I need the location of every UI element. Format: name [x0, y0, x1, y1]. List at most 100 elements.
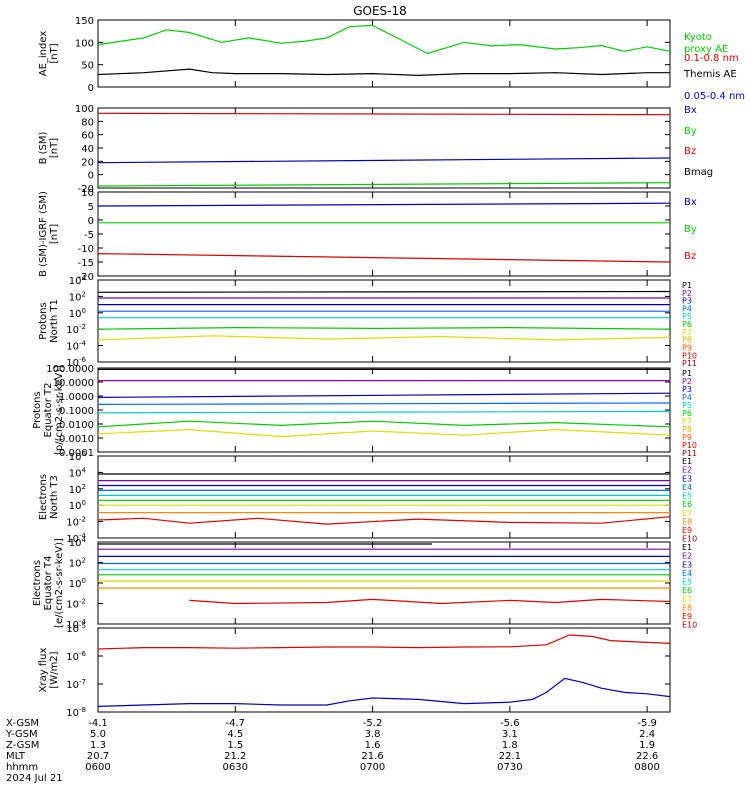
legend-label: E6	[682, 586, 692, 595]
y-tick-label: -10	[78, 244, 94, 255]
legend-label: E5	[682, 578, 692, 587]
panel-frame	[97, 279, 671, 363]
ephemeris-label: X-GSM	[6, 718, 39, 729]
panel-bigrf: -20 -15 -10 -5 0 5 10 B (SM)-IGRF (SM) [nT] Bx By B…	[38, 188, 697, 283]
y-tick-label: 10-4	[66, 340, 86, 353]
y-tick-label: 104	[69, 466, 87, 479]
plot-title: GOES-18	[353, 4, 407, 18]
ephemeris-value: -4.1	[88, 718, 108, 729]
legend-label: E2	[682, 466, 692, 475]
y-tick-label: 0	[88, 216, 94, 227]
series-line-0.1-0.8-nm	[97, 634, 671, 650]
y-tick-label: -20	[78, 272, 94, 283]
y-tick-label: 10-2	[66, 516, 86, 529]
ephemeris-value: -5.9	[637, 718, 657, 729]
panel-frame	[97, 627, 671, 713]
series-line-Bx	[97, 202, 671, 207]
panel-b: -20 0 20 40 60 80 100 B (SM) [nT] Bx By Bz Bmag	[38, 104, 713, 195]
series-line-P6	[97, 420, 671, 428]
y-axis-label: [nT]	[49, 224, 60, 244]
ephemeris-value: 20.7	[87, 751, 109, 762]
y-axis-label: Equator T4	[43, 556, 54, 611]
y-axis-label: [nT]	[49, 138, 60, 158]
legend-label: E5	[682, 492, 692, 501]
legend-label: E6	[682, 500, 692, 509]
legend-label: E3	[682, 560, 692, 569]
legend-label: P10	[682, 351, 697, 360]
legend-label: P7	[682, 328, 692, 337]
legend-label: E10	[682, 535, 697, 544]
legend-label: Bx	[684, 105, 697, 116]
ephemeris-value: 0800	[634, 762, 659, 773]
series-line-Themis-AE	[97, 68, 670, 77]
legend-label: E4	[682, 569, 692, 578]
panel-frame	[97, 19, 671, 88]
y-tick-label: -5	[84, 230, 94, 241]
ephemeris-value: 1.3	[90, 740, 106, 751]
legend-label: E3	[682, 474, 692, 483]
y-axis-label: B (SM)	[38, 131, 49, 164]
y-tick-label: 0	[88, 83, 94, 94]
legend-label: By	[684, 126, 697, 137]
legend-label: E9	[682, 526, 692, 535]
legend-label: P4	[682, 304, 692, 313]
legend-label: E1	[682, 457, 692, 466]
ephemeris-value: 1.6	[365, 740, 381, 751]
panel-frame	[97, 455, 671, 539]
y-axis-label: North T1	[49, 299, 60, 343]
y-tick-label: 20	[81, 157, 94, 168]
series-line-P3	[97, 392, 671, 398]
y-tick-label: 10-2	[66, 323, 86, 336]
legend-label: Bz	[684, 251, 696, 262]
y-tick-label: 0	[88, 171, 94, 182]
series-line-P7	[97, 428, 671, 438]
y-tick-label: 100	[69, 577, 86, 590]
ephemeris-value: -4.7	[226, 718, 246, 729]
y-axis-label: Electrons	[32, 560, 43, 606]
y-tick-label: 5	[88, 202, 94, 213]
y-tick-label: -15	[78, 258, 94, 269]
ephemeris-value: 0600	[85, 762, 110, 773]
ephemeris-value: 22.6	[636, 751, 658, 762]
legend-label: E2	[682, 552, 692, 561]
y-tick-label: 0.0100	[59, 420, 94, 431]
y-tick-label: 1.0000	[59, 392, 94, 403]
y-tick-label: 102	[69, 483, 86, 496]
series-line-Bx	[97, 157, 671, 164]
legend-label: P9	[682, 433, 692, 442]
series-line-Bz	[97, 112, 671, 116]
legend-label: P8	[682, 425, 692, 434]
legend-label: E4	[682, 483, 692, 492]
legend-label: E7	[682, 595, 692, 604]
y-tick-label: 100	[75, 38, 94, 49]
ephemeris-value: 21.2	[224, 751, 246, 762]
legend-label: proxy AE	[684, 44, 728, 55]
legend-label: P10	[682, 441, 697, 450]
y-tick-label: 104	[69, 274, 87, 287]
series-line-P6	[97, 326, 671, 330]
ephemeris-value: 0700	[360, 762, 385, 773]
legend-label: Themis AE	[683, 69, 737, 80]
legend-label: P1	[682, 369, 692, 378]
ephemeris-label: hhmm	[6, 762, 38, 773]
y-axis-label: North T3	[49, 475, 60, 519]
ephemeris-value: 21.6	[361, 751, 383, 762]
y-tick-label: 40	[81, 144, 94, 155]
y-axis-label: Electrons	[38, 474, 49, 520]
ephemeris-value: 1.8	[502, 740, 518, 751]
legend-label: By	[684, 224, 697, 235]
legend-label: P6	[682, 409, 692, 418]
series-line-P1	[97, 290, 671, 293]
panel-pt2: 0.0001 0.0010 0.0100 0.1000 1.0000 10.0000 100…	[32, 364, 697, 459]
legend-label: P11	[682, 449, 697, 458]
legend-label: P5	[682, 312, 692, 321]
legend-label: P3	[682, 385, 692, 394]
legend-label: E7	[682, 509, 692, 518]
legend-label: P8	[682, 336, 692, 345]
ephemeris-label: MLT	[6, 751, 26, 762]
ephemeris-value: 2.4	[639, 729, 655, 740]
